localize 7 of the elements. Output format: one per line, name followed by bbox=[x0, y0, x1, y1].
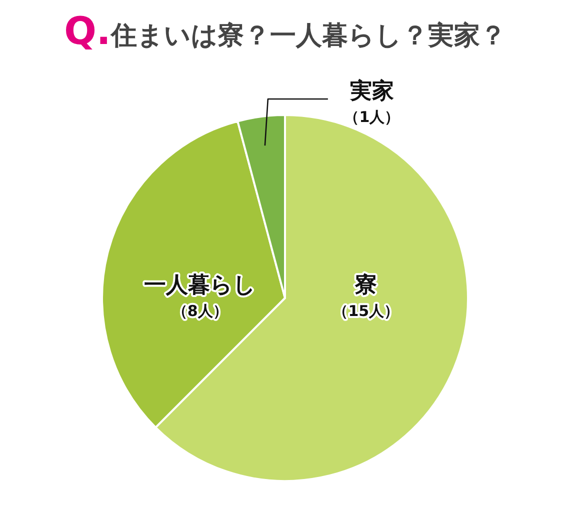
slice-label: 実家 bbox=[348, 78, 394, 104]
chart-title: Q.住まいは寮？一人暮らし？実家？ bbox=[64, 9, 506, 53]
data-label: （1人） bbox=[344, 108, 400, 126]
data-label: （15人） bbox=[333, 302, 400, 320]
slice-label: 一人暮らし bbox=[144, 273, 256, 298]
data-label: （8人） bbox=[172, 302, 228, 320]
slice-label: 寮 bbox=[354, 273, 378, 298]
